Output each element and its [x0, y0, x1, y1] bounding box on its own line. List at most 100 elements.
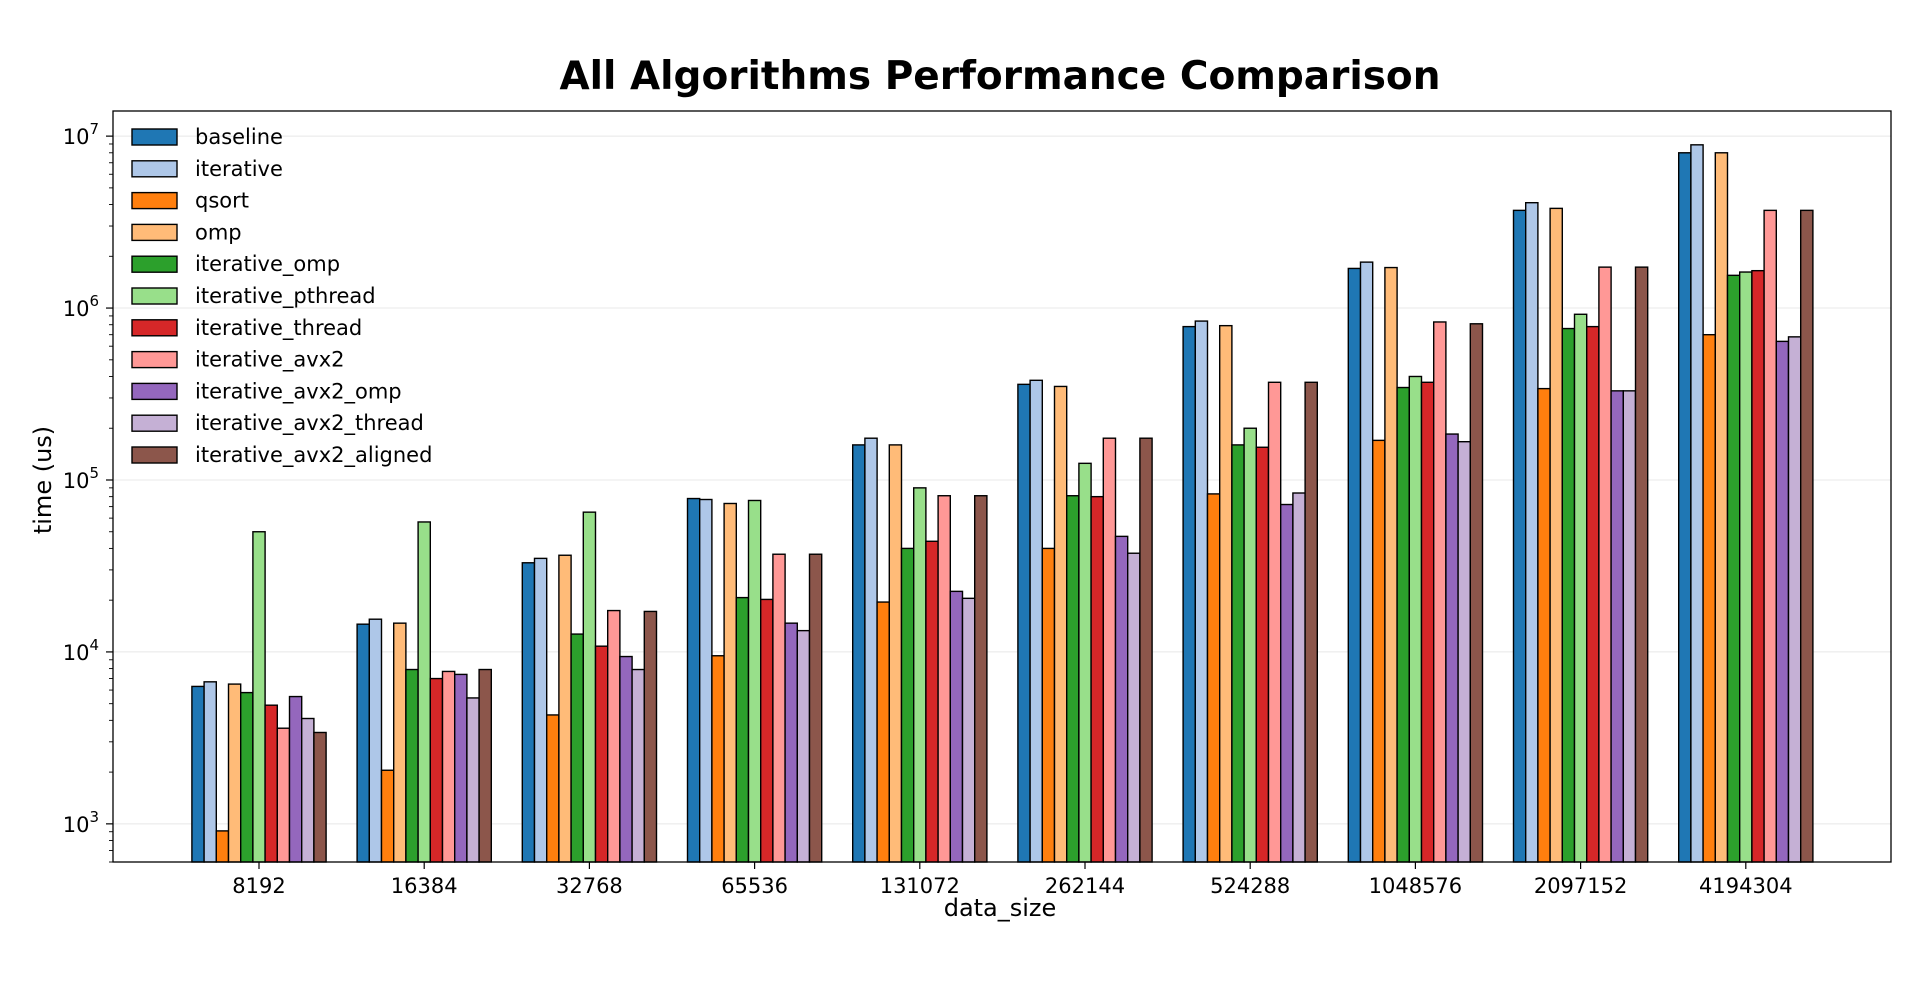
legend: baseline iterative qsort omp iterative_ompit… [131, 125, 432, 468]
bar [1053, 385, 1068, 863]
legend-swatch [131, 350, 178, 369]
bar [1139, 437, 1153, 863]
legend-entry: iterative [195, 157, 283, 181]
bar [1702, 333, 1716, 863]
bar [760, 598, 774, 863]
bar [631, 668, 645, 863]
bar [252, 531, 266, 863]
legend-entry: iterative_thread [195, 316, 362, 341]
x-tick-label: 524288 [1210, 874, 1290, 898]
bar [1371, 439, 1386, 863]
x-tick-label: 32768 [556, 874, 623, 898]
bar [1561, 327, 1576, 863]
bar [1775, 340, 1790, 863]
bar [711, 655, 725, 863]
bar [735, 596, 750, 863]
y-tick-label: 107 [63, 120, 99, 149]
bar [1677, 152, 1692, 863]
bar [417, 521, 432, 863]
bar [521, 562, 536, 863]
legend-entry: iterative_omp [195, 252, 340, 277]
bar [1445, 433, 1459, 863]
bar [925, 540, 939, 863]
bar [1114, 535, 1129, 863]
bar [1017, 383, 1031, 863]
y-tick-label: 106 [63, 292, 99, 321]
bar [1408, 375, 1423, 863]
legend-swatch [131, 160, 178, 178]
bar [1396, 386, 1410, 863]
bar [949, 590, 964, 863]
bar [1787, 336, 1802, 863]
bar [594, 645, 609, 863]
bar [570, 633, 584, 863]
bar [1194, 320, 1209, 863]
bar [239, 691, 254, 863]
legend-entry: baseline [195, 125, 283, 149]
bar [1537, 387, 1551, 863]
bar [191, 685, 205, 863]
x-tick-label: 16384 [391, 874, 458, 898]
chart-title: All Algorithms Performance Comparison [560, 54, 1441, 99]
bar [1384, 266, 1398, 863]
bar [1457, 440, 1471, 863]
bar [864, 437, 878, 863]
bar [1041, 547, 1056, 863]
bar [1524, 201, 1539, 863]
y-axis-label: time (us) [29, 426, 57, 534]
bar [1714, 152, 1729, 863]
bar [380, 769, 395, 863]
bar [1218, 324, 1233, 863]
bar [974, 495, 988, 863]
bar [1622, 390, 1637, 863]
x-tick-label: 8192 [232, 874, 285, 898]
x-tick-label: 262144 [1045, 874, 1125, 898]
bar [888, 444, 903, 863]
bar [1090, 495, 1104, 863]
bar [558, 554, 572, 863]
x-tick-label: 1048576 [1369, 874, 1463, 898]
x-tick-label: 65536 [721, 874, 788, 898]
bar [227, 683, 242, 863]
bar [1255, 446, 1270, 863]
bar [288, 695, 303, 863]
bar [913, 487, 927, 863]
bar [1292, 492, 1306, 863]
y-axis: 103 104 105 106 107 [63, 120, 113, 863]
x-tick-label: 4194304 [1699, 874, 1793, 898]
legend-swatch [131, 287, 178, 305]
plot-area [112, 110, 1892, 863]
bar [276, 727, 291, 863]
legend-swatch [131, 382, 178, 401]
bar [1610, 390, 1624, 863]
bar [1549, 207, 1563, 863]
bar [1065, 495, 1080, 863]
bar [1799, 209, 1814, 863]
bar [1359, 261, 1374, 863]
legend-swatch [131, 255, 178, 273]
bar [1634, 266, 1649, 863]
legend-entry: iterative_avx2_aligned [195, 443, 432, 468]
bar [203, 681, 218, 863]
bar [699, 498, 713, 863]
y-tick-label: 104 [63, 636, 99, 665]
bar [876, 601, 890, 863]
bar [643, 610, 658, 863]
legend-entry: iterative_avx2_omp [195, 379, 402, 404]
bar [1598, 266, 1612, 863]
bar [429, 677, 444, 863]
x-tick-label: 2097152 [1534, 874, 1628, 898]
legend-swatch [131, 128, 178, 146]
bar [1267, 381, 1282, 863]
bar [1243, 427, 1257, 863]
legend-entry: qsort [195, 189, 249, 213]
bar [723, 502, 737, 863]
bar [313, 731, 327, 863]
legend-entry: iterative_avx2 [195, 348, 345, 373]
bar [393, 622, 407, 863]
bar [747, 499, 762, 863]
bar [1279, 503, 1294, 863]
bar [215, 830, 230, 863]
bar [533, 557, 548, 863]
